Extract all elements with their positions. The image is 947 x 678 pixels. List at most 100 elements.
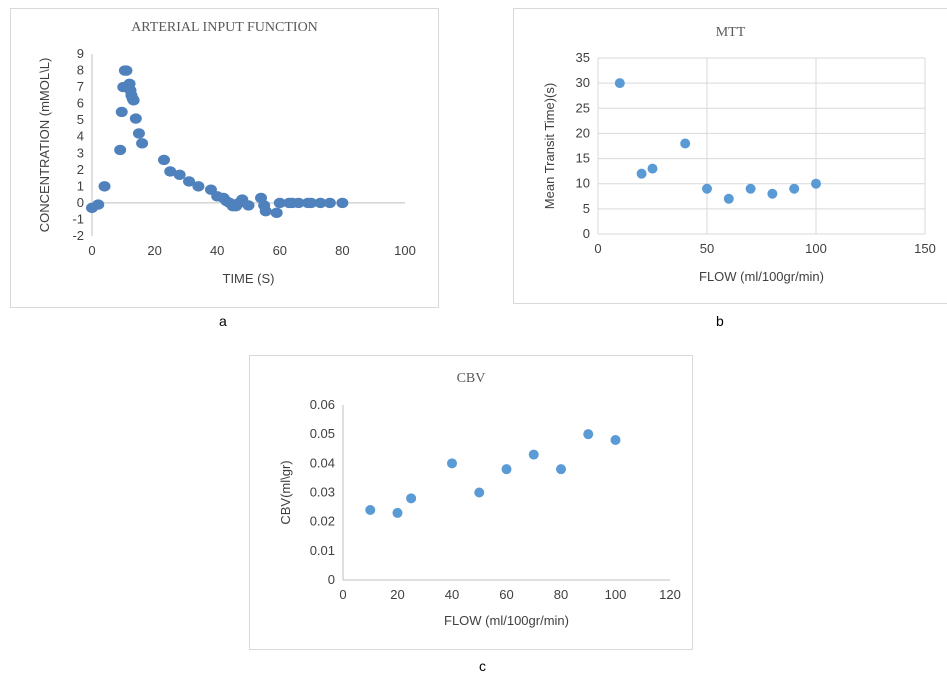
y-tick-label: 15 <box>576 151 590 166</box>
data-point <box>164 166 177 177</box>
caption-c: c <box>479 658 486 674</box>
x-tick-label: 100 <box>805 241 827 256</box>
data-point <box>767 188 778 199</box>
data-point <box>323 197 336 209</box>
data-point <box>723 193 734 204</box>
y-tick-label: 0.04 <box>310 455 335 470</box>
y-tick-label: 35 <box>576 50 590 65</box>
x-axis-label: FLOW (ml/100gr/min) <box>699 269 824 284</box>
x-tick-label: 100 <box>394 243 416 258</box>
x-tick-label: 40 <box>210 243 224 258</box>
data-point <box>157 154 170 166</box>
y-tick-label: 0.02 <box>310 514 335 529</box>
y-tick-label: 7 <box>77 79 84 94</box>
y-tick-label: 3 <box>77 145 84 160</box>
x-axis-label: FLOW (ml/100gr/min) <box>444 613 569 628</box>
data-point <box>136 138 149 149</box>
data-point <box>183 176 196 187</box>
y-axis-label: CBV(ml\gr) <box>278 460 293 524</box>
x-tick-label: 150 <box>914 241 936 256</box>
x-tick-label: 120 <box>659 587 681 602</box>
y-tick-label: 25 <box>576 100 590 115</box>
data-point <box>745 183 756 194</box>
data-point <box>406 493 417 504</box>
x-tick-label: 0 <box>339 587 346 602</box>
data-point <box>314 197 327 209</box>
chart-mtt: MTT 0 5 10 15 20 25 30 35 0 50 100 150 FLOW (ml/100gr… <box>542 25 936 284</box>
x-tick-label: 80 <box>554 587 568 602</box>
data-point <box>610 435 621 445</box>
data-point <box>127 95 140 106</box>
chart-title: CBV <box>457 371 486 386</box>
y-tick-label: 20 <box>576 125 590 140</box>
x-tick-label: 100 <box>605 587 627 602</box>
data-point <box>336 197 349 209</box>
data-point <box>365 505 376 515</box>
data-point <box>192 181 205 192</box>
x-axis-label: TIME (S) <box>223 271 275 286</box>
y-tick-label: 1 <box>77 178 84 193</box>
x-tick-label: 50 <box>700 241 714 256</box>
y-axis-label: Mean Transit Time)(s) <box>542 83 557 209</box>
data-point <box>680 138 691 149</box>
y-tick-label: 5 <box>77 112 84 127</box>
y-tick-label: 0 <box>77 195 84 210</box>
x-tick-label: 20 <box>390 587 404 602</box>
data-point <box>173 169 186 180</box>
data-point <box>92 199 105 210</box>
chart-panel-mtt: MTT 0 5 10 15 20 25 30 35 0 50 100 150 FLOW (ml/100gr… <box>513 8 947 304</box>
x-tick-label: 60 <box>273 243 287 258</box>
data-point <box>98 181 111 192</box>
chart-title: MTT <box>716 25 746 40</box>
data-point <box>811 178 821 189</box>
data-point <box>501 464 512 475</box>
chart-panel-cbv: CBV 0 0.01 0.02 0.03 0.04 0.05 0.06 0 20 40 60 80 100… <box>249 355 693 650</box>
data-point <box>447 458 457 469</box>
y-tick-label: 0.06 <box>310 397 335 412</box>
caption-b: b <box>716 313 724 329</box>
x-tick-label: 0 <box>594 241 601 256</box>
y-tick-label: 0.05 <box>310 426 335 441</box>
data-point <box>647 163 658 174</box>
data-point <box>132 128 145 139</box>
data-point <box>636 168 647 179</box>
y-tick-label: 6 <box>77 96 84 111</box>
data-point <box>129 113 142 124</box>
data-point <box>273 197 286 209</box>
y-tick-label: 4 <box>77 129 84 144</box>
data-point <box>789 183 800 194</box>
data-point <box>114 144 127 156</box>
caption-a: a <box>219 313 227 329</box>
data-point <box>305 197 318 209</box>
x-tick-label: 40 <box>445 587 459 602</box>
y-axis-label: CONCENTRATION (mMOL\L) <box>37 58 52 233</box>
data-point <box>528 449 539 460</box>
x-tick-label: 60 <box>499 587 513 602</box>
data-point <box>702 183 712 194</box>
data-point <box>556 464 566 475</box>
y-tick-label: 2 <box>77 162 84 177</box>
y-tick-label: 0.03 <box>310 485 335 500</box>
data-point <box>583 429 594 440</box>
x-tick-label: 0 <box>88 243 95 258</box>
x-tick-label: 80 <box>335 243 349 258</box>
data-point <box>242 200 255 211</box>
data-point <box>474 487 485 498</box>
y-tick-label: -2 <box>72 228 84 243</box>
data-point <box>270 207 283 219</box>
chart-title: ARTERIAL INPUT FUNCTION <box>131 20 318 35</box>
y-tick-label: 8 <box>77 63 84 78</box>
chart-panel-aif: ARTERIAL INPUT FUNCTION -2 -1 0 1 2 3 4 5 6 7 8 9 0 20… <box>10 8 439 308</box>
data-point <box>392 507 403 518</box>
y-tick-label: -1 <box>72 211 84 226</box>
x-tick-label: 20 <box>147 243 161 258</box>
y-tick-label: 0 <box>583 226 590 241</box>
y-tick-label: 5 <box>583 201 590 216</box>
chart-cbv: CBV 0 0.01 0.02 0.03 0.04 0.05 0.06 0 20 40 60 80 100… <box>278 371 681 628</box>
data-point <box>120 65 133 76</box>
y-tick-label: 0.01 <box>310 543 335 558</box>
data-point <box>614 78 625 89</box>
y-tick-label: 10 <box>576 176 590 191</box>
data-point <box>115 106 128 118</box>
